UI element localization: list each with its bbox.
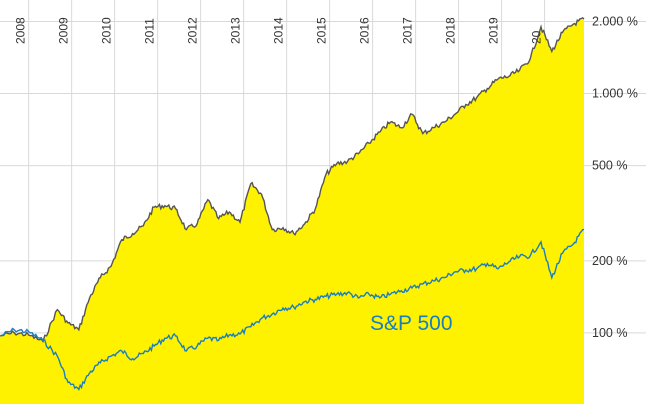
sp500-annotation: S&P 500	[370, 312, 453, 335]
sp500-line	[0, 228, 585, 391]
x-tick-label: 2009	[57, 17, 71, 44]
y-axis-labels: 2.000 % 1.000 % 500 % 200 % 100 %	[592, 15, 638, 340]
x-axis-labels: 2008 2009 2010 2011 2012 2013 2014 2015 2016 2017…	[14, 17, 544, 44]
x-tick-label: 2019	[487, 17, 501, 44]
x-tick-label: 2012	[186, 17, 200, 44]
x-tick-label: 2014	[272, 17, 286, 44]
y-tick-label: 500 %	[592, 159, 627, 173]
y-tick-label: 200 %	[592, 254, 627, 268]
fund-line	[0, 16, 585, 344]
x-tick-label: 2013	[229, 17, 243, 44]
y-tick-label: 1.000 %	[592, 87, 638, 101]
x-tick-label: 2008	[14, 17, 28, 44]
x-tick-label: 2015	[315, 17, 329, 44]
x-tick-label: 20	[530, 30, 544, 44]
x-tick-label: 2010	[100, 17, 114, 44]
x-tick-label: 2016	[358, 17, 372, 44]
fund-area-fill	[0, 17, 584, 404]
x-tick-label: 2018	[444, 17, 458, 44]
y-tick-label: 2.000 %	[592, 15, 638, 29]
y-tick-label: 100 %	[592, 326, 627, 340]
x-tick-label: 2011	[143, 18, 157, 44]
x-tick-label: 2017	[401, 17, 415, 44]
